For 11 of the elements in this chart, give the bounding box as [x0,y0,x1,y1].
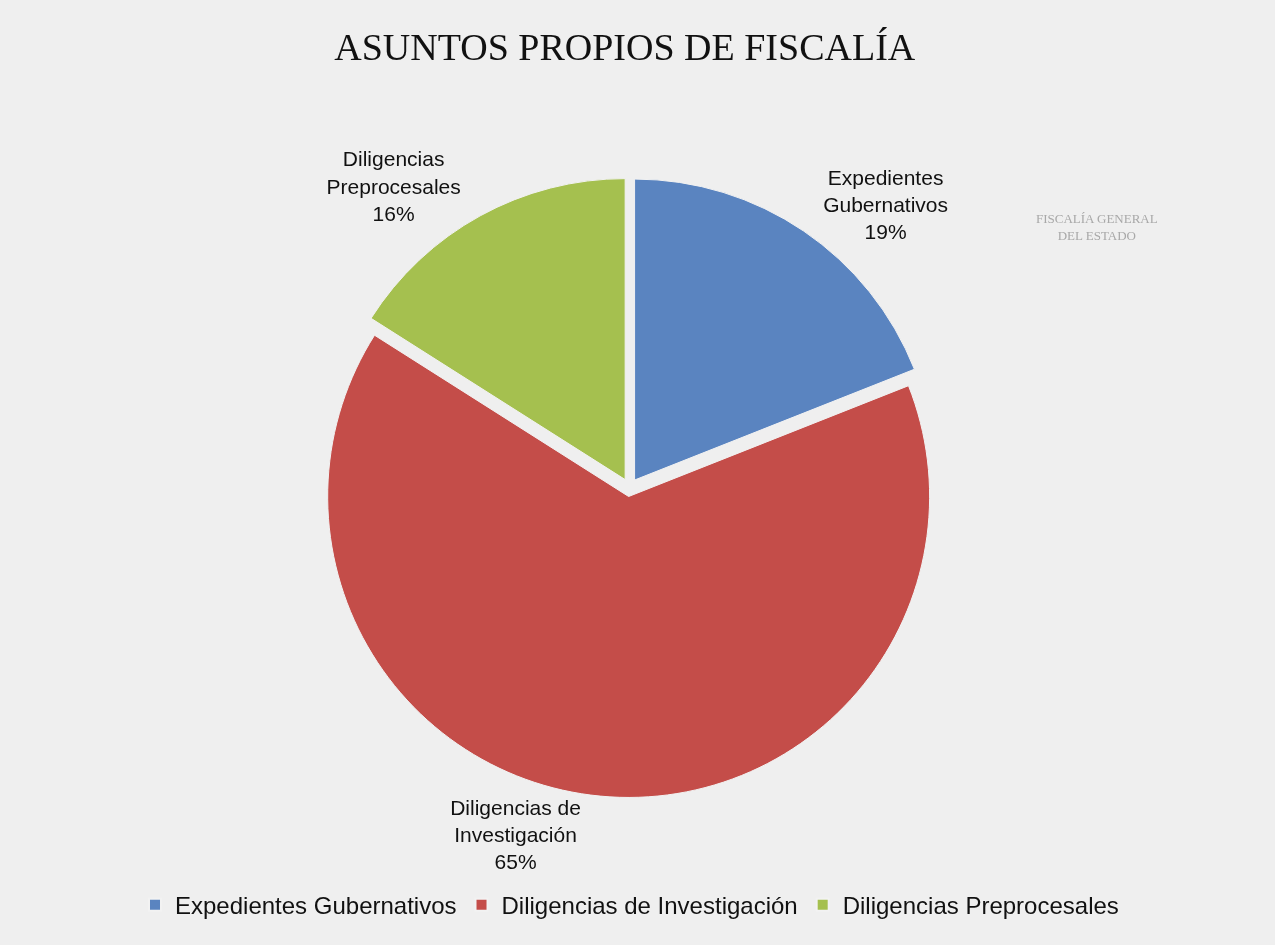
slice-label: Expedientes Gubernativos [823,165,949,217]
chart-title: ASUNTOS PROPIOS DE FISCALÍA [334,25,916,68]
legend-label: Diligencias Preprocesales [842,892,1119,920]
legend-label: Expedientes Gubernativos [175,892,457,920]
legend-label: Diligencias de Investigación [501,892,798,920]
slice-label: Diligencias de Investigación [450,795,581,847]
slice-label: Diligencias Preprocesales [326,147,461,198]
data-label: 16% [372,201,415,225]
text: FISCALÍA GENERAL DEL ESTADO [1036,211,1158,243]
data-label: 65% [494,850,537,874]
data-label: 19% [864,220,907,244]
